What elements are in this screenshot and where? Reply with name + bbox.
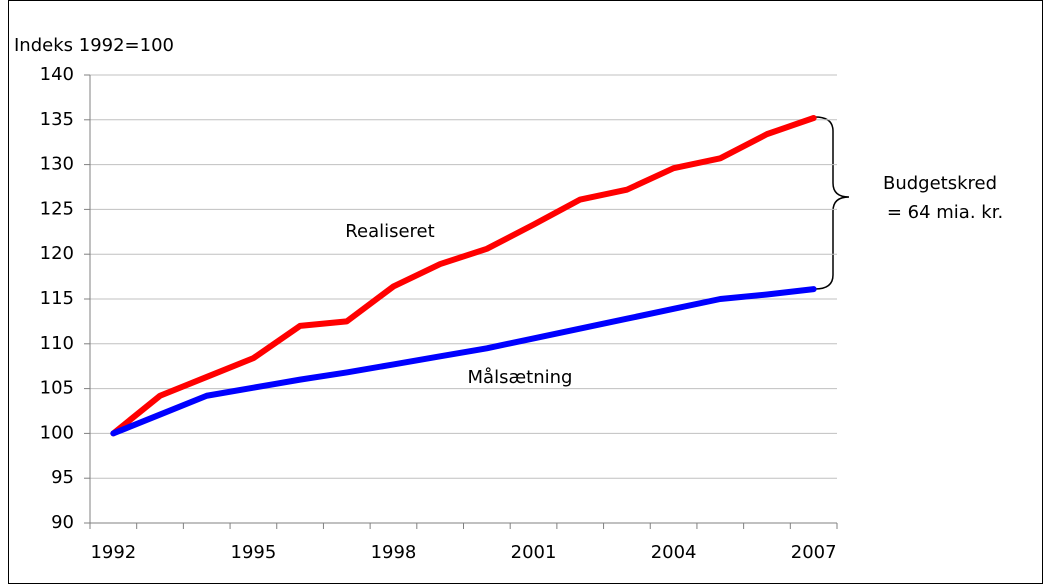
frame bbox=[8, 0, 1043, 584]
annotation: Budgetskred bbox=[883, 173, 997, 194]
series-line bbox=[110, 286, 817, 437]
brace bbox=[814, 116, 850, 290]
y-tick-label: 130 bbox=[40, 154, 74, 175]
y-tick-label: 100 bbox=[40, 422, 74, 443]
y-tick-label: 135 bbox=[40, 109, 74, 130]
x-tick-label: 1998 bbox=[371, 542, 417, 563]
series-label: Målsætning bbox=[468, 367, 573, 388]
y-tick-label: 90 bbox=[51, 512, 74, 533]
y-tick-label: 115 bbox=[40, 288, 74, 309]
x-tick-label: 1995 bbox=[231, 542, 277, 563]
series-line bbox=[110, 115, 817, 437]
x-tick-label: 2007 bbox=[791, 542, 837, 563]
annotation: = 64 mia. kr. bbox=[887, 202, 1003, 223]
x-tick-label: 2001 bbox=[511, 542, 557, 563]
series-label: Realiseret bbox=[345, 221, 434, 242]
y-tick-label: 95 bbox=[51, 467, 74, 488]
y-tick-label: 110 bbox=[40, 333, 74, 354]
x-tick-label: 1992 bbox=[90, 542, 136, 563]
y-axis-label: Indeks 1992=100 bbox=[14, 35, 174, 56]
y-tick-label: 105 bbox=[40, 378, 74, 399]
y-tick-label: 125 bbox=[40, 198, 74, 219]
y-tick-label: 140 bbox=[40, 64, 74, 85]
y-tick-label: 120 bbox=[40, 243, 74, 264]
x-tick-label: 2004 bbox=[651, 542, 697, 563]
